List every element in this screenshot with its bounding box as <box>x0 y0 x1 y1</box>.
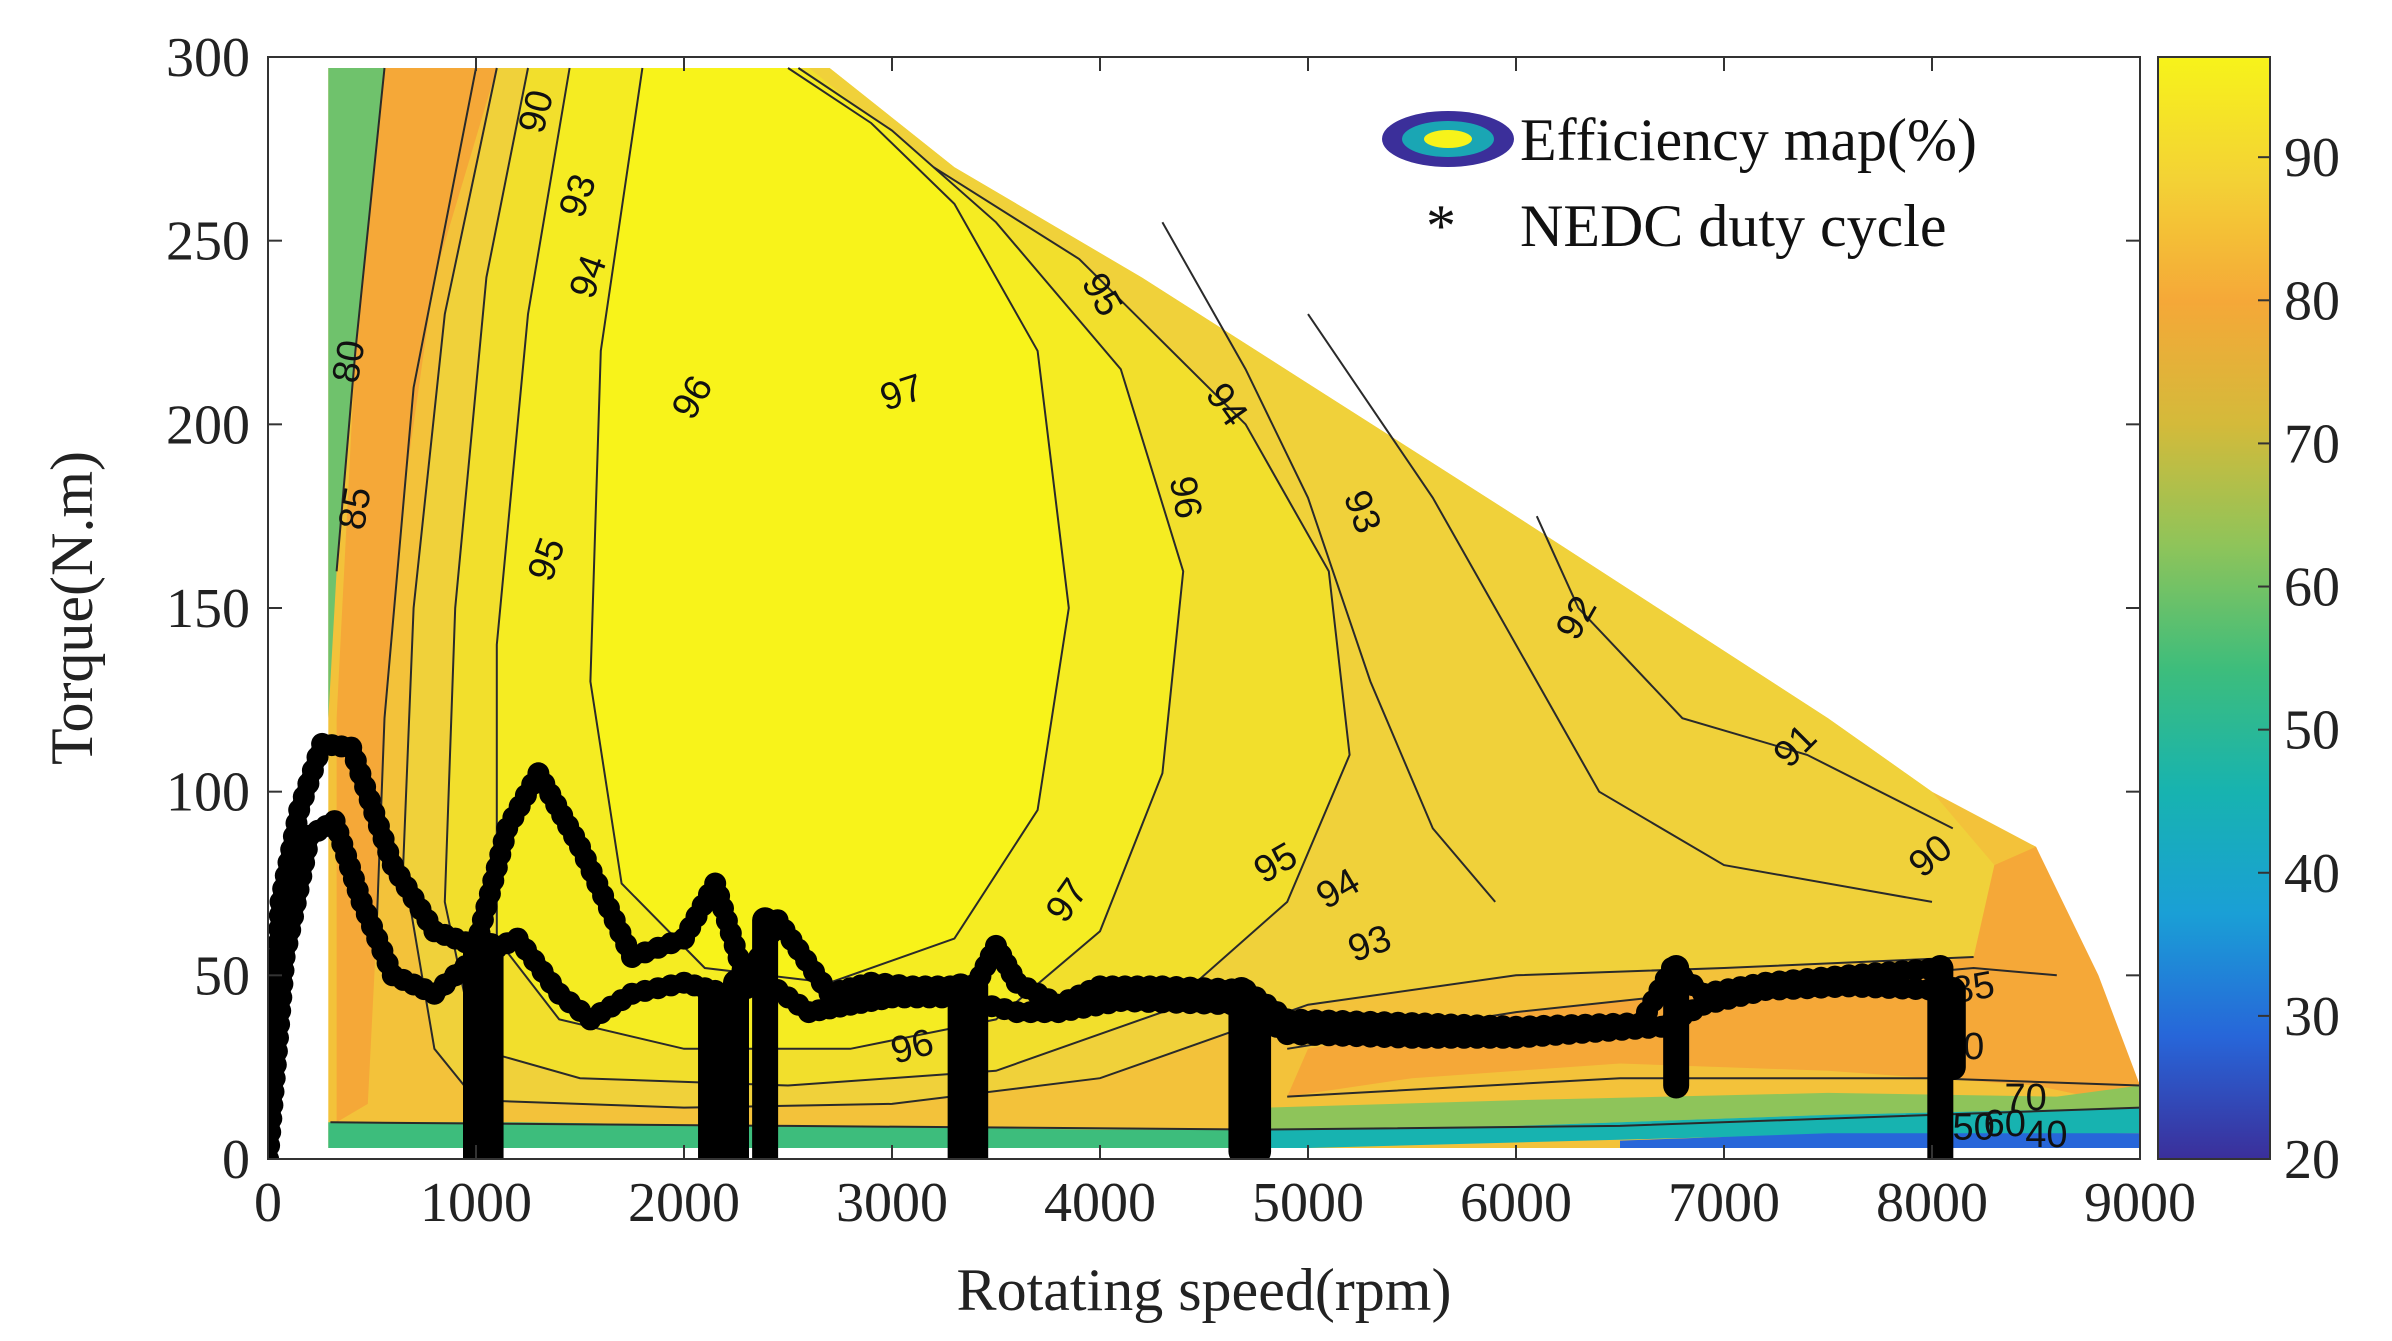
y-tick-label: 200 <box>166 394 250 456</box>
contour-label-85: 85 <box>331 484 380 533</box>
x-tick-label: 8000 <box>1876 1172 1988 1234</box>
efficiency-region-low-left <box>328 68 385 719</box>
y-tick-label: 0 <box>222 1129 250 1191</box>
x-tick-label: 1000 <box>420 1172 532 1234</box>
colorbar-ticks: 20 30 40 50 60 70 80 90 <box>2258 127 2340 1191</box>
contour-line <box>335 67 386 572</box>
contour-label-60: 60 <box>1984 1103 2026 1145</box>
colorbar-tick-label: 30 <box>2284 986 2340 1048</box>
contour-line <box>1266 1106 2140 1131</box>
efficiency-region-70 <box>1266 1085 2140 1130</box>
x-tick-label: 9000 <box>2084 1172 2196 1234</box>
y-tick-label: 150 <box>166 578 250 640</box>
contour-line <box>1535 515 1954 830</box>
colorbar-tick-label: 40 <box>2284 843 2340 905</box>
x-tick-label: 6000 <box>1460 1172 1572 1234</box>
efficiency-region-80-left <box>336 68 497 1123</box>
colorbar-tick-label: 90 <box>2284 127 2340 189</box>
y-tick-label: 50 <box>194 945 250 1007</box>
contour-line <box>495 67 1185 1050</box>
x-axis-ticks: 0 1000 2000 3000 4000 5000 6000 7000 8000 9000 <box>254 57 2196 1234</box>
contour-line <box>1307 313 1933 903</box>
x-tick-label: 3000 <box>836 1172 948 1234</box>
contour-line <box>1287 1077 2140 1098</box>
x-tick-label: 0 <box>254 1172 282 1234</box>
x-tick-label: 5000 <box>1252 1172 1364 1234</box>
legend-efficiency-label: Efficiency map(%) <box>1520 107 1977 173</box>
x-tick-label: 2000 <box>628 1172 740 1234</box>
contour-label-40: 40 <box>2025 1114 2067 1156</box>
y-axis-ticks: 0 50 100 150 200 250 300 <box>166 27 2140 1191</box>
contour-lines <box>330 67 2140 1131</box>
contour-label-96: 96 <box>1161 473 1210 522</box>
plot-area: 9797969696959595949494939393929190908585… <box>268 67 2140 1159</box>
legend: Efficiency map(%) * NEDC duty cycle <box>1382 107 1977 259</box>
contour-label-70: 70 <box>2004 1077 2046 1119</box>
colorbar-tick-label: 70 <box>2284 413 2340 475</box>
colorbar-tick-label: 20 <box>2284 1129 2340 1191</box>
nedc-duty-cycle-markers <box>268 732 1966 1159</box>
colorbar: 20 30 40 50 60 70 80 90 <box>2157 56 2340 1191</box>
y-tick-label: 250 <box>166 211 250 273</box>
x-tick-label: 4000 <box>1044 1172 1156 1234</box>
contour-line <box>1161 221 1496 903</box>
legend-nedc-marker: * <box>1426 193 1456 259</box>
y-tick-label: 300 <box>166 27 250 89</box>
legend-efficiency-swatch <box>1382 111 1514 167</box>
y-tick-label: 100 <box>166 762 250 824</box>
contour-line <box>443 67 1351 1087</box>
colorbar-tick-label: 80 <box>2284 270 2340 332</box>
colorbar-ramp <box>2157 56 2271 1160</box>
efficiency-region-bottom-strip <box>328 1122 1267 1148</box>
y-axis-label: Torque(N.m) <box>39 451 105 765</box>
colorbar-tick-label: 60 <box>2284 557 2340 619</box>
contour-line <box>402 67 1974 1109</box>
contour-line <box>589 67 1070 984</box>
contour-label-50: 50 <box>1952 1107 1994 1149</box>
efficiency-region-60 <box>1266 1107 2140 1148</box>
efficiency-region-40 <box>1620 1133 2140 1148</box>
x-axis-label: Rotating speed(rpm) <box>957 1257 1452 1323</box>
x-tick-label: 7000 <box>1668 1172 1780 1234</box>
contour-label-80: 80 <box>325 337 374 386</box>
efficiency-region-97 <box>590 68 1069 983</box>
legend-nedc-label: NEDC duty cycle <box>1520 193 1947 259</box>
colorbar-tick-label: 50 <box>2284 700 2340 762</box>
